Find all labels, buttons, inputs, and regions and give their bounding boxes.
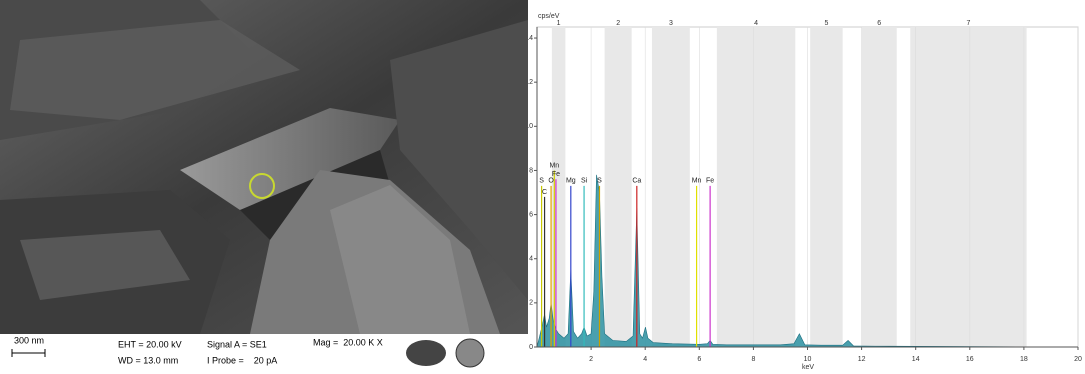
y-tick-label: 0: [529, 344, 533, 351]
x-tick-label: 16: [966, 356, 974, 363]
x-tick-label: 4: [643, 356, 647, 363]
spectrum: [536, 174, 1079, 348]
x-tick-label: 6: [697, 356, 701, 363]
x-tick-label: 10: [804, 356, 812, 363]
signal: Signal A = SE1: [207, 339, 267, 349]
rock: [390, 20, 528, 300]
element-label: Mn: [549, 162, 559, 169]
mag: Mag = 20.00 K X: [313, 337, 383, 347]
element-label: C: [542, 189, 547, 196]
eht: EHT = 20.00 kV: [118, 339, 182, 349]
region-label: 2: [616, 20, 620, 27]
x-tick-label: 14: [912, 356, 920, 363]
region: [810, 27, 843, 347]
region: [551, 27, 566, 347]
region-label: 6: [877, 20, 881, 27]
scale-label: 300 nm: [14, 335, 44, 345]
region-label: 7: [966, 20, 970, 27]
y-axis-label: cps/eV: [538, 13, 560, 20]
region-label: 1: [557, 20, 561, 27]
wd: WD = 13.0 mm: [118, 355, 178, 365]
y-tick-label: 2: [529, 300, 533, 307]
logo: [455, 338, 485, 368]
region: [604, 27, 632, 347]
region: [716, 27, 796, 347]
element-label: S: [539, 178, 544, 185]
y-tick-label: 8: [529, 167, 533, 174]
region: [910, 27, 1027, 347]
region-label: 3: [669, 20, 673, 27]
x-tick-label: 12: [858, 356, 866, 363]
probe: I Probe = 20 pA: [207, 355, 277, 365]
scale-bar: [11, 349, 46, 357]
region-label: 5: [824, 20, 828, 27]
y-tick-label: 12: [528, 79, 533, 86]
region: [861, 27, 897, 347]
rock: [330, 185, 470, 334]
element-label: Fe: [552, 171, 560, 178]
element-label: Ca: [632, 178, 641, 185]
rock: [20, 230, 190, 300]
element-label: Mn: [692, 178, 702, 185]
element-label: Si: [581, 178, 588, 185]
sem-panel: 300 nm EHT = 20.00 kV WD = 13.0 mm Signa…: [0, 0, 528, 374]
rock: [10, 20, 300, 120]
chart: cps/eV keV 12345672468101214161820024681…: [528, 13, 1082, 371]
element-label: O: [548, 178, 554, 185]
element-label: Fe: [706, 178, 714, 185]
y-tick-label: 6: [529, 211, 533, 218]
y-tick-label: 14: [528, 35, 533, 42]
y-tick-label: 10: [528, 123, 533, 130]
logo: [406, 340, 446, 366]
rock-face: [180, 108, 400, 210]
element-label: S: [597, 178, 602, 185]
x-tick-label: 18: [1020, 356, 1028, 363]
y-tick-label: 4: [529, 256, 533, 263]
x-tick-label: 2: [589, 356, 593, 363]
x-tick-label: 8: [751, 356, 755, 363]
analysis-spot: [249, 173, 275, 199]
x-axis-label: keV: [802, 364, 814, 371]
x-tick-label: 20: [1074, 356, 1082, 363]
element-label: Mg: [566, 178, 576, 185]
region: [651, 27, 690, 347]
region-label: 4: [754, 20, 758, 27]
